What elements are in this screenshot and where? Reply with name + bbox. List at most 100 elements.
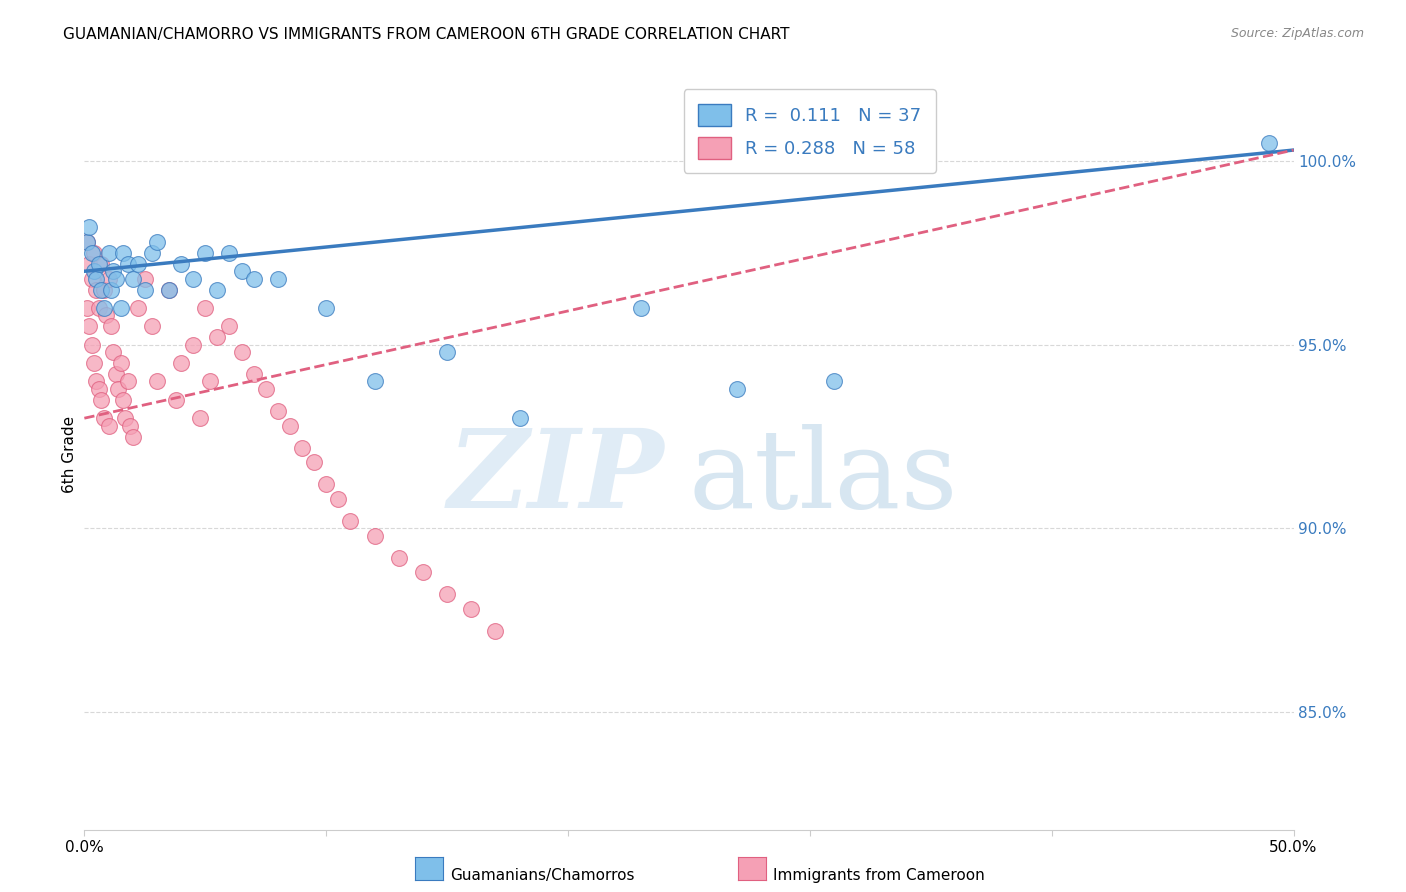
Point [77,319,100,334]
Point [170,257,193,271]
Point [90,257,112,271]
Text: Source: ZipAtlas.com: Source: ZipAtlas.com [1230,27,1364,40]
Point [83,264,105,278]
Point [339,514,361,528]
Point [121,429,143,443]
Point [218,319,240,334]
Point [141,246,163,260]
Point [267,404,290,418]
Point [207,283,229,297]
Point [460,602,482,616]
Point [103,264,125,278]
Point [170,356,193,370]
Point [107,382,129,396]
Point [93,283,115,297]
Point [94,309,117,323]
Point [181,271,204,285]
Point [86,283,108,297]
Point [120,418,142,433]
Point [218,246,240,260]
Point [242,367,264,381]
Point [77,257,100,271]
Point [87,257,110,271]
Point [112,246,135,260]
Point [87,301,110,315]
Text: ZIP: ZIP [449,424,665,531]
Point [76,235,98,249]
Point [80,246,103,260]
Point [181,337,204,351]
Point [725,382,748,396]
Point [630,301,652,315]
Point [484,624,506,639]
Point [267,271,290,285]
Point [254,382,277,396]
Point [388,550,411,565]
Point [315,477,337,491]
Point [146,375,169,389]
Point [93,301,115,315]
Point [112,392,135,407]
Point [141,319,163,334]
Point [104,271,127,285]
Point [97,418,120,433]
Point [114,411,136,425]
Point [436,345,458,359]
Point [90,392,112,407]
Point [509,411,531,425]
Point [100,283,122,297]
Point [80,271,103,285]
Legend: R =  0.111   N = 37, R = 0.288   N = 58: R = 0.111 N = 37, R = 0.288 N = 58 [683,89,936,173]
Point [121,271,143,285]
Point [194,246,217,260]
Point [90,283,112,297]
Point [436,587,458,601]
Point [363,529,385,543]
Point [315,301,337,315]
Point [110,356,132,370]
Point [328,491,350,506]
Text: atlas: atlas [689,424,959,531]
Point [100,319,122,334]
Point [127,301,149,315]
Point [823,375,845,389]
Point [146,235,169,249]
Point [93,411,115,425]
Point [194,301,217,315]
Point [97,271,120,285]
Point [207,330,229,344]
Point [302,455,325,469]
Point [363,375,385,389]
Point [104,367,127,381]
Point [127,257,149,271]
Point [165,392,187,407]
Point [86,271,108,285]
Point [134,271,156,285]
Point [83,356,105,370]
Point [86,375,108,389]
Point [103,345,125,359]
Y-axis label: 6th Grade: 6th Grade [62,417,77,493]
Point [87,382,110,396]
Point [76,301,98,315]
Text: Immigrants from Cameroon: Immigrants from Cameroon [773,869,986,883]
Point [231,264,253,278]
Point [242,271,264,285]
Text: Guamanians/Chamorros: Guamanians/Chamorros [450,869,634,883]
Point [80,337,103,351]
Point [157,283,180,297]
Point [198,375,221,389]
Point [117,257,139,271]
Point [77,220,100,235]
Point [157,283,180,297]
Point [291,441,314,455]
Text: GUAMANIAN/CHAMORRO VS IMMIGRANTS FROM CAMEROON 6TH GRADE CORRELATION CHART: GUAMANIAN/CHAMORRO VS IMMIGRANTS FROM CA… [63,27,790,42]
Point [110,301,132,315]
Point [117,375,139,389]
Point [83,246,105,260]
Point [134,283,156,297]
Point [1258,136,1281,150]
Point [231,345,253,359]
Point [97,246,120,260]
Point [278,418,301,433]
